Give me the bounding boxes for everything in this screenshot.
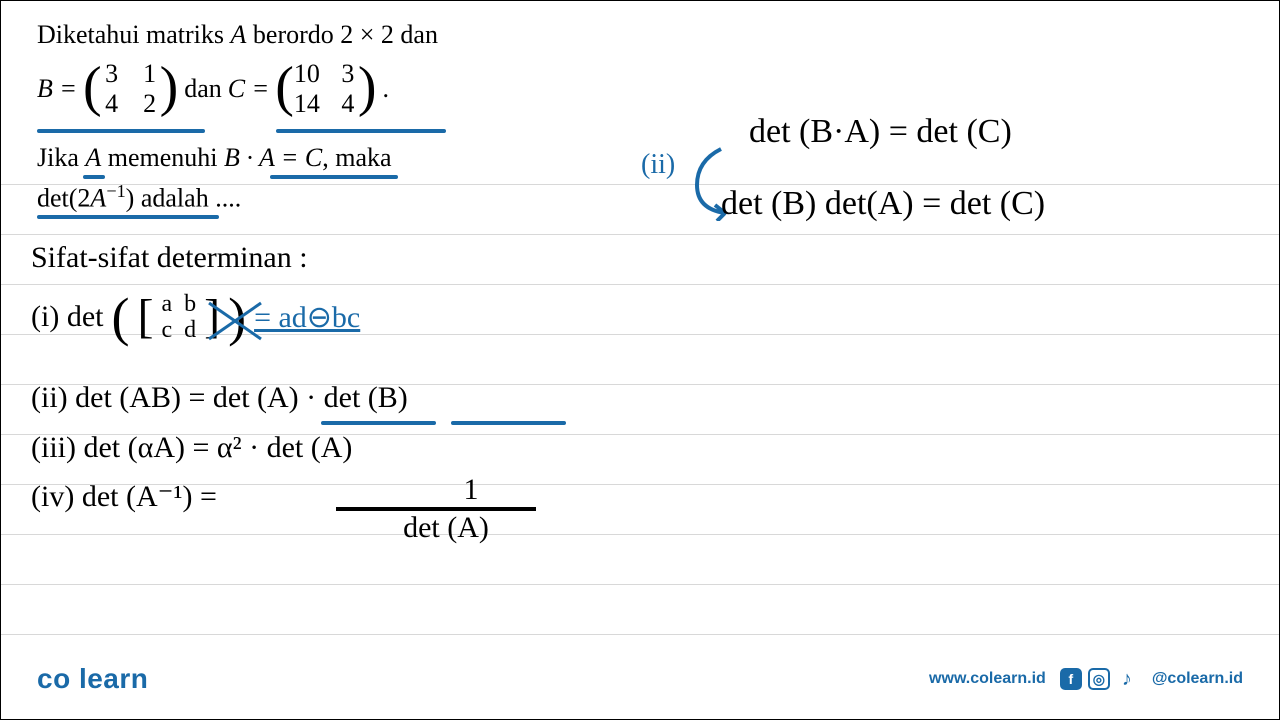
text: Jika bbox=[37, 143, 85, 172]
cell: 1 bbox=[140, 59, 160, 89]
denominator: det (A) bbox=[356, 511, 536, 545]
footer-right: www.colearn.id f ◎ ♪ @colearn.id bbox=[929, 668, 1243, 690]
hw-right-line-1: det (B·A) = det (C) bbox=[749, 113, 1012, 151]
text: det(2 bbox=[37, 184, 90, 213]
equation: B · A = C bbox=[224, 143, 322, 172]
cell: 10 bbox=[294, 59, 320, 89]
problem-line-3: Jika A memenuhi B · A = C, maka bbox=[37, 143, 392, 173]
matrix-B: ( 31 42 ) bbox=[83, 59, 178, 119]
numerator: 1 bbox=[406, 473, 536, 507]
footer: co learn www.colearn.id f ◎ ♪ @colearn.i… bbox=[37, 663, 1243, 695]
cell: a bbox=[161, 291, 172, 317]
footer-url[interactable]: www.colearn.id bbox=[929, 670, 1046, 688]
footer-handle[interactable]: @colearn.id bbox=[1152, 670, 1243, 688]
problem-line-2: B = ( 31 42 ) dan C = ( 103 144 ) . bbox=[37, 59, 389, 119]
cell: 3 bbox=[102, 59, 122, 89]
hw-title: Sifat-sifat determinan : bbox=[31, 241, 308, 275]
page-frame: Diketahui matriks A berordo 2 × 2 dan B … bbox=[0, 0, 1280, 720]
hw-rule-iv-frac: 1 det (A) bbox=[406, 473, 536, 545]
cell: d bbox=[184, 317, 196, 343]
var-A: A bbox=[85, 143, 101, 172]
text-dan: dan bbox=[184, 74, 222, 104]
label: (i) det bbox=[31, 300, 103, 334]
text: memenuhi bbox=[101, 143, 224, 172]
hw-rule-iv-lhs: (iv) det (A⁻¹) = bbox=[31, 479, 217, 514]
eq-B-lhs: B = bbox=[37, 74, 77, 104]
cell: 14 bbox=[294, 89, 320, 119]
period: . bbox=[383, 74, 390, 104]
text: berordo 2 × 2 dan bbox=[246, 20, 438, 49]
cell: 2 bbox=[140, 89, 160, 119]
instagram-icon[interactable]: ◎ bbox=[1088, 668, 1110, 690]
cell: 3 bbox=[338, 59, 358, 89]
cell: b bbox=[184, 291, 196, 317]
facebook-icon[interactable]: f bbox=[1060, 668, 1082, 690]
problem-line-4: det(2A−1) adalah .... bbox=[37, 181, 241, 214]
brand-logo: co learn bbox=[37, 663, 148, 695]
cell: 4 bbox=[338, 89, 358, 119]
exponent: −1 bbox=[106, 181, 125, 201]
matrix-C: ( 103 144 ) bbox=[275, 59, 376, 119]
var-A: A bbox=[90, 184, 106, 213]
text: Diketahui matriks bbox=[37, 20, 231, 49]
hw-tag-ii: (ii) bbox=[641, 149, 675, 181]
hw-right-line-2: det (B) det(A) = det (C) bbox=[721, 185, 1045, 223]
cell: 4 bbox=[102, 89, 122, 119]
text: , maka bbox=[322, 143, 391, 172]
hw-rule-ii: (ii) det (AB) = det (A) · det (B) bbox=[31, 381, 408, 415]
tiktok-icon[interactable]: ♪ bbox=[1116, 668, 1138, 690]
problem-line-1: Diketahui matriks A berordo 2 × 2 dan bbox=[37, 19, 438, 50]
cross-icon bbox=[201, 293, 281, 349]
hw-rule-i: (i) det ([ a b c d ]) = ad⊖bc bbox=[31, 291, 360, 344]
cell: c bbox=[161, 317, 172, 343]
hw-rule-iii: (iii) det (αA) = α² · det (A) bbox=[31, 431, 352, 465]
eq-C-lhs: C = bbox=[228, 74, 269, 104]
social-icons: f ◎ ♪ bbox=[1060, 668, 1138, 690]
text: adalah .... bbox=[134, 184, 241, 213]
var-A: A bbox=[231, 20, 247, 49]
